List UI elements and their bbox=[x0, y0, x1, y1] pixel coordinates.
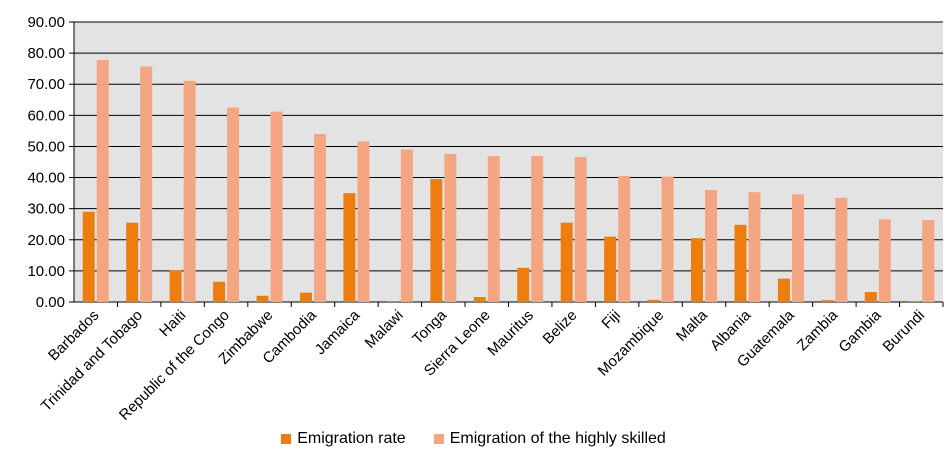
legend-item-highly-skilled: Emigration of the highly skilled bbox=[434, 430, 666, 448]
x-tick-label: Zambia bbox=[794, 306, 842, 354]
legend-label-highly-skilled: Emigration of the highly skilled bbox=[450, 430, 666, 448]
bar-emigration-rate bbox=[300, 293, 312, 302]
bar-emigration-rate bbox=[821, 300, 833, 302]
x-tick-label: Jamaica bbox=[312, 306, 364, 358]
bar-highly-skilled bbox=[227, 108, 239, 302]
bar-highly-skilled bbox=[271, 112, 283, 302]
x-tick-label: Malawi bbox=[362, 307, 407, 352]
bar-highly-skilled bbox=[184, 81, 196, 302]
x-tick-label: Gambia bbox=[835, 306, 885, 356]
y-tick-label: 10.00 bbox=[27, 263, 65, 280]
bar-emigration-rate bbox=[387, 301, 399, 302]
bar-emigration-rate bbox=[648, 300, 660, 302]
bar-emigration-rate bbox=[343, 193, 355, 302]
bar-highly-skilled bbox=[748, 192, 760, 302]
bar-highly-skilled bbox=[618, 176, 630, 302]
bar-highly-skilled bbox=[97, 60, 109, 302]
y-tick-label: 60.00 bbox=[27, 107, 65, 124]
x-tick-label: Mauritus bbox=[484, 307, 537, 360]
bar-highly-skilled bbox=[488, 156, 500, 302]
bar-emigration-rate bbox=[604, 237, 616, 302]
plot-area bbox=[74, 22, 943, 302]
legend: Emigration rate Emigration of the highly… bbox=[0, 426, 947, 451]
y-tick-label: 80.00 bbox=[27, 45, 65, 62]
bar-emigration-rate bbox=[126, 223, 138, 302]
bar-emigration-rate bbox=[83, 212, 95, 302]
y-tick-label: 20.00 bbox=[27, 232, 65, 249]
bar-emigration-rate bbox=[908, 301, 920, 302]
legend-label-emigration-rate: Emigration rate bbox=[297, 430, 406, 448]
bar-highly-skilled bbox=[444, 154, 456, 302]
bar-highly-skilled bbox=[401, 150, 413, 302]
x-tick-label: Burundi bbox=[880, 307, 929, 356]
y-tick-label: 70.00 bbox=[27, 76, 65, 93]
bar-emigration-rate bbox=[257, 296, 269, 302]
bar-emigration-rate bbox=[561, 223, 573, 302]
bar-highly-skilled bbox=[575, 157, 587, 302]
legend-swatch-emigration-rate bbox=[281, 434, 291, 444]
bar-emigration-rate bbox=[474, 297, 486, 302]
bar-emigration-rate bbox=[170, 270, 182, 302]
y-tick-label: 50.00 bbox=[27, 138, 65, 155]
bar-emigration-rate bbox=[517, 268, 529, 302]
bar-highly-skilled bbox=[792, 194, 804, 302]
bar-emigration-rate bbox=[734, 225, 746, 302]
x-tick-label: Haiti bbox=[156, 307, 189, 340]
y-tick-label: 40.00 bbox=[27, 170, 65, 187]
bar-emigration-rate bbox=[865, 292, 877, 302]
bar-highly-skilled bbox=[835, 198, 847, 302]
bar-emigration-rate bbox=[430, 179, 442, 302]
bar-emigration-rate bbox=[213, 282, 225, 302]
bar-emigration-rate bbox=[691, 238, 703, 302]
legend-swatch-highly-skilled bbox=[434, 434, 444, 444]
x-tick-label: Belize bbox=[540, 307, 581, 348]
bar-highly-skilled bbox=[922, 220, 934, 302]
x-tick-label: Tonga bbox=[409, 306, 450, 347]
bar-highly-skilled bbox=[140, 66, 152, 302]
legend-item-emigration-rate: Emigration rate bbox=[281, 430, 406, 448]
bar-highly-skilled bbox=[705, 190, 717, 302]
y-tick-label: 90.00 bbox=[27, 14, 65, 31]
bar-highly-skilled bbox=[879, 219, 891, 302]
x-tick-label: Malta bbox=[673, 306, 711, 344]
y-tick-label: 0.00 bbox=[36, 294, 65, 311]
bar-highly-skilled bbox=[314, 134, 326, 302]
bar-highly-skilled bbox=[531, 156, 543, 302]
y-tick-label: 30.00 bbox=[27, 201, 65, 218]
bar-highly-skilled bbox=[662, 177, 674, 302]
x-tick-label: Fiji bbox=[598, 307, 624, 333]
bar-emigration-rate bbox=[778, 279, 790, 302]
bar-chart: 0.00 10.00 20.00 30.00 40.00 50.00 60.00 70.00 8… bbox=[0, 0, 947, 426]
bar-highly-skilled bbox=[357, 141, 369, 302]
